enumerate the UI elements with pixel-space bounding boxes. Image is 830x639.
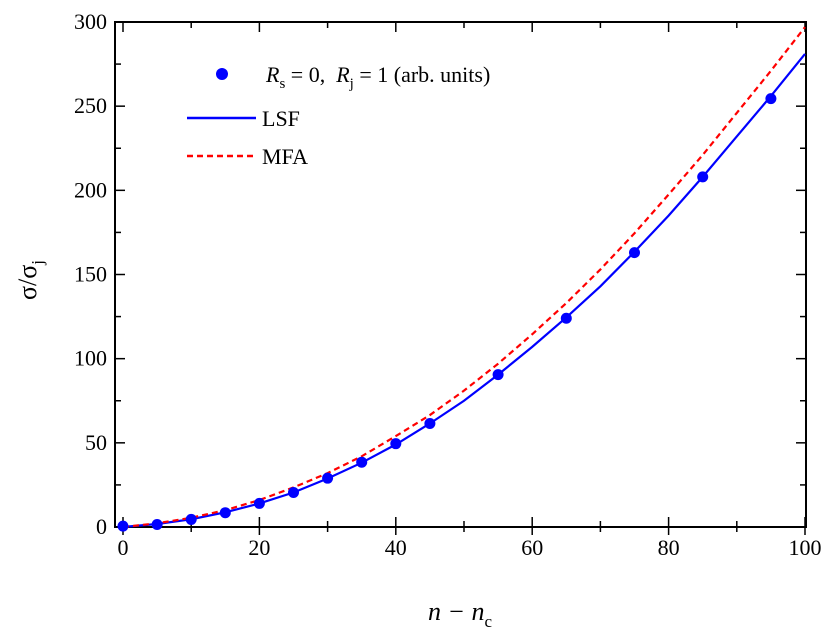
x-axis-ticks: 0 20 40 60 80 100 (118, 22, 822, 560)
legend-marker-points (216, 68, 228, 80)
data-point (219, 507, 231, 519)
y-tick-label: 300 (74, 9, 107, 34)
legend-label-lsf: LSF (262, 106, 300, 131)
y-tick-label: 50 (85, 430, 107, 455)
y-tick-label: 100 (74, 346, 107, 371)
y-axis-title: σ/σj (13, 260, 47, 300)
plot-frame (114, 21, 807, 528)
y-tick-label: 150 (74, 262, 107, 287)
y-axis-ticks: 0 50 100 150 200 250 300 (74, 9, 806, 539)
legend-label-mfa: MFA (262, 144, 308, 169)
data-point (424, 417, 436, 429)
data-point (560, 312, 572, 324)
data-point (697, 171, 709, 183)
y-tick-label: 200 (74, 177, 107, 202)
x-tick-label: 100 (789, 535, 822, 560)
x-axis-title: n − nc (428, 597, 493, 631)
data-point (322, 472, 334, 484)
y-tick-label: 0 (96, 514, 107, 539)
data-point (185, 513, 197, 525)
x-tick-label: 60 (521, 535, 543, 560)
data-point (492, 369, 504, 381)
x-tick-label: 20 (248, 535, 270, 560)
legend-label-points: Rs = 0, Rj = 1 (arb. units) (265, 62, 490, 92)
data-point (390, 438, 402, 450)
data-point (151, 518, 163, 530)
data-point (629, 247, 640, 259)
series-line-mfa (122, 26, 806, 529)
data-point (288, 486, 299, 498)
x-tick-label: 80 (658, 535, 680, 560)
data-point (356, 456, 368, 468)
data-point (765, 93, 777, 105)
y-tick-label: 250 (74, 93, 107, 118)
series-line-lsf (122, 53, 806, 529)
data-point (117, 520, 129, 532)
data-point (253, 497, 265, 509)
x-tick-label: 0 (118, 535, 129, 560)
legend: Rs = 0, Rj = 1 (arb. units) LSF MFA (187, 62, 490, 169)
plot-area (117, 26, 806, 532)
x-tick-label: 40 (385, 535, 407, 560)
